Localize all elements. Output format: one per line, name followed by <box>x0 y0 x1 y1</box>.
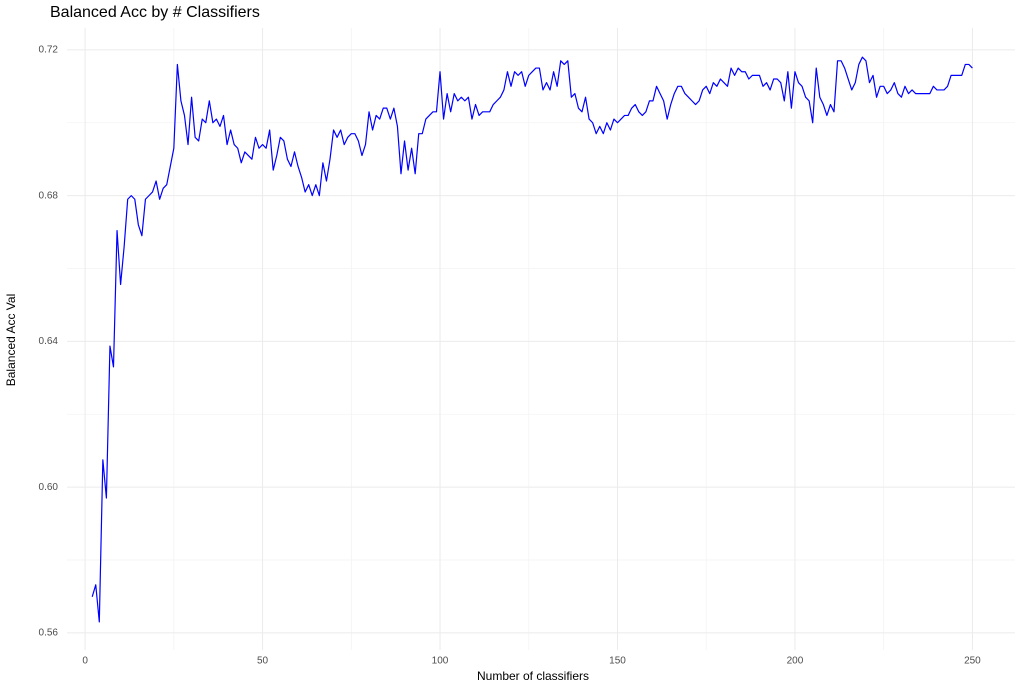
x-tick-label: 100 <box>432 656 449 667</box>
x-tick-label: 200 <box>787 656 804 667</box>
x-tick-label: 150 <box>609 656 626 667</box>
y-tick-label: 0.60 <box>39 482 59 493</box>
chart-title: Balanced Acc by # Classifiers <box>50 4 260 21</box>
x-tick-label: 50 <box>257 656 269 667</box>
x-axis-label: Number of classifiers <box>477 669 589 683</box>
y-tick-label: 0.64 <box>39 336 59 347</box>
data-line <box>91 56 973 623</box>
x-tick-label: 0 <box>82 656 88 667</box>
grid <box>67 28 1015 650</box>
y-tick-label: 0.72 <box>39 45 59 56</box>
y-axis-label: Balanced Acc Val <box>4 294 18 387</box>
y-tick-label: 0.56 <box>39 628 59 639</box>
y-tick-label: 0.68 <box>39 190 59 201</box>
x-tick-label: 250 <box>964 656 981 667</box>
